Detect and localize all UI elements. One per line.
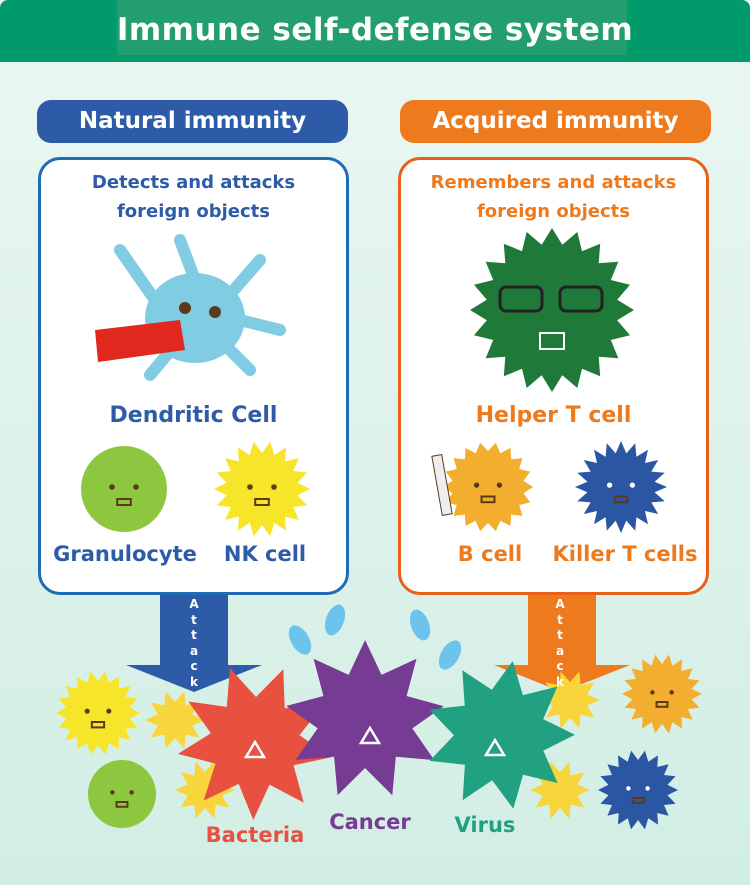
eye bbox=[84, 708, 90, 714]
natural-immunity-label: Natural immunity bbox=[37, 100, 348, 143]
mouth bbox=[115, 801, 129, 808]
eye bbox=[496, 482, 503, 488]
attack-arrow-right bbox=[494, 595, 630, 692]
virus-label: Virus bbox=[454, 813, 516, 837]
virus-icon bbox=[429, 661, 575, 809]
natural-desc-line2: foreign objects bbox=[116, 201, 271, 222]
cell-body bbox=[214, 441, 310, 537]
b-cell-icon bbox=[622, 654, 702, 734]
mouth bbox=[613, 495, 629, 504]
eye bbox=[179, 302, 191, 314]
page-title: Immune self-defense system bbox=[116, 12, 634, 48]
eye bbox=[129, 790, 134, 795]
eye bbox=[109, 484, 115, 490]
acquired-desc-line2: foreign objects bbox=[476, 201, 631, 222]
eye bbox=[626, 786, 631, 791]
natural-immunity-box bbox=[38, 157, 349, 595]
acquired-description: Remembers and attacks foreign objects bbox=[398, 168, 709, 226]
granulocyte-icon bbox=[88, 760, 156, 828]
sweat-drop bbox=[438, 640, 462, 670]
natural-description: Detects and attacks foreign objects bbox=[38, 168, 349, 226]
acquired-desc-line1: Remembers and attacks bbox=[430, 172, 677, 193]
killer-t-cell-icon bbox=[598, 750, 678, 830]
cancer-label: Cancer bbox=[329, 810, 411, 834]
dendritic-cell-icon bbox=[95, 234, 286, 381]
mouth bbox=[483, 737, 507, 757]
b-cell-icon bbox=[431, 442, 533, 532]
title-highlight bbox=[117, 0, 627, 55]
cell-body bbox=[575, 441, 667, 533]
granulocyte-icon bbox=[81, 446, 167, 532]
mouth bbox=[90, 721, 106, 729]
sweat-drop bbox=[409, 609, 431, 641]
eye bbox=[473, 482, 480, 488]
eye bbox=[209, 306, 221, 318]
dendritic-cell-label: Dendritic Cell bbox=[109, 403, 278, 428]
killer-t-cell-icon bbox=[575, 441, 667, 533]
weapon-icon bbox=[431, 454, 453, 516]
helper-t-cell-icon bbox=[470, 228, 634, 392]
eye bbox=[271, 484, 277, 490]
nk-cell-icon bbox=[214, 441, 310, 537]
cancer-icon bbox=[286, 640, 444, 796]
b-cell-label: B cell bbox=[457, 542, 523, 566]
dendrite bbox=[114, 244, 161, 306]
mouth bbox=[631, 797, 645, 804]
sweat-drop bbox=[288, 625, 312, 655]
eye bbox=[645, 786, 650, 791]
killer-t-cells-label: Killer T cells bbox=[552, 542, 698, 566]
cell-body bbox=[81, 446, 167, 532]
eye bbox=[669, 690, 674, 695]
mouth bbox=[243, 739, 267, 759]
bacteria-label: Bacteria bbox=[205, 823, 305, 847]
burst-icon bbox=[540, 671, 600, 729]
attack-arrow-left bbox=[126, 595, 262, 692]
sweat-drop bbox=[324, 604, 346, 636]
eye bbox=[106, 708, 112, 714]
eye bbox=[133, 484, 139, 490]
eye bbox=[247, 484, 253, 490]
mouth bbox=[655, 701, 669, 708]
cell-body bbox=[470, 228, 634, 392]
granulocyte-label: Granulocyte bbox=[53, 542, 197, 566]
eye bbox=[629, 482, 636, 488]
battle-scene bbox=[56, 640, 702, 830]
cell-body bbox=[443, 442, 533, 532]
header-bar bbox=[0, 0, 750, 62]
eye bbox=[650, 690, 655, 695]
megaphone-icon bbox=[95, 320, 185, 362]
nk-cell-icon bbox=[56, 671, 140, 755]
nk-cell-label: NK cell bbox=[223, 542, 307, 566]
acquired-immunity-label: Acquired immunity bbox=[400, 100, 711, 143]
glasses bbox=[498, 285, 544, 313]
glasses bbox=[558, 285, 604, 313]
mouth bbox=[480, 495, 496, 504]
mouth bbox=[254, 498, 270, 506]
dendrite bbox=[234, 314, 286, 336]
mouth bbox=[358, 725, 382, 745]
eye bbox=[110, 790, 115, 795]
mouth bbox=[539, 332, 565, 350]
eye bbox=[606, 482, 613, 488]
natural-desc-line1: Detects and attacks bbox=[91, 172, 296, 193]
mouth bbox=[116, 498, 132, 506]
burst-icon bbox=[145, 691, 205, 749]
helper-t-cell-label: Helper T cell bbox=[475, 403, 632, 428]
